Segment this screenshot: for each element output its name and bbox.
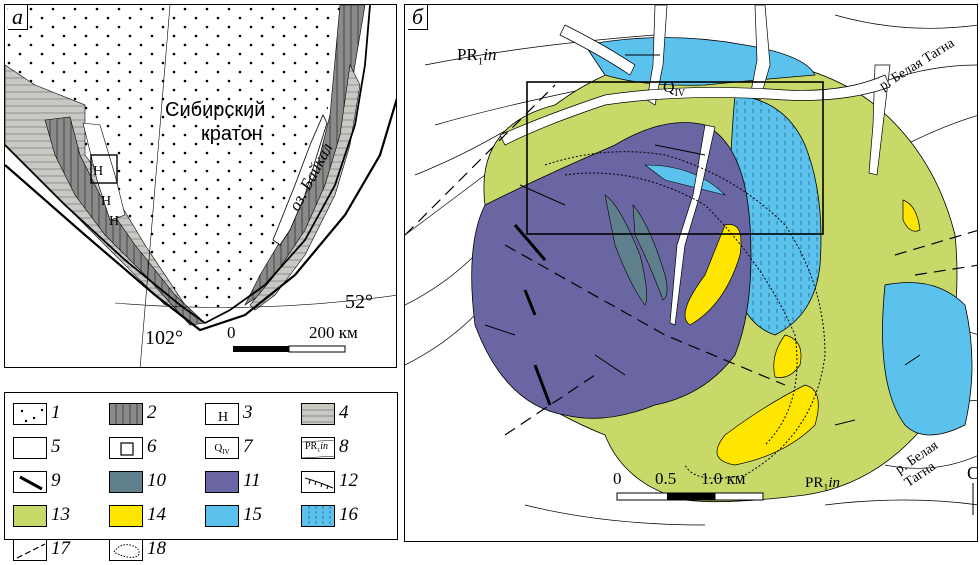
svg-text:H: H <box>101 194 111 209</box>
legend-number: 7 <box>243 436 253 457</box>
legend-number: 11 <box>243 470 261 491</box>
dashed-vertical-hatch-icon <box>301 505 335 527</box>
river-valleys <box>499 5 891 326</box>
quaternary-label-icon: QIV <box>205 437 239 459</box>
dashed-faults <box>405 84 977 436</box>
legend-q-sub: IV <box>222 448 230 457</box>
slate-fill-icon <box>109 471 143 493</box>
scale-end: 200 км <box>309 323 358 342</box>
unit-14-yellow-1 <box>684 224 742 326</box>
legend-number: 1 <box>51 402 61 423</box>
legend: 1 2 H 3 4 5 6 QIV 7 PR1in 8 9 10 11 12 13 14 15 16 17 18 <box>4 392 398 561</box>
legend-number: 16 <box>339 504 358 525</box>
scale-05: 0.5 <box>655 469 677 488</box>
pr-label-top: PR1in <box>457 45 497 68</box>
panel-a-map: H H H а Сибирский кратон оз. Байкал 52° … <box>4 4 397 368</box>
legend-number: 12 <box>339 470 358 491</box>
dykes <box>513 224 552 406</box>
pr-label-lines-icon: PR1in <box>301 437 335 459</box>
legend-pr-text: PR1in <box>305 441 329 454</box>
purple-fill-icon <box>205 471 239 493</box>
study-area-frame <box>90 154 118 184</box>
legend-number: 6 <box>147 436 157 457</box>
legend-number: 2 <box>147 402 157 423</box>
panel-b-map: б PR1in QIV р. Белая Тагна р. Белая Тагн… <box>404 4 978 542</box>
unit-14-yellow-2 <box>773 334 802 378</box>
panel-a-svg: H H H <box>5 5 396 367</box>
craton-label-1: Сибирский <box>165 99 266 121</box>
dotted-contour-icon <box>109 539 143 561</box>
legend-number: 17 <box>51 538 70 559</box>
legend-q-text: Q <box>214 442 223 454</box>
unit-15-blue-right <box>882 282 973 436</box>
yellow-fill-icon <box>109 505 143 527</box>
legend-number: 8 <box>339 436 349 457</box>
svg-text:H: H <box>218 410 228 425</box>
light-grey-horizontal-hatch-icon <box>301 403 335 425</box>
unit-14-yellow-3 <box>716 384 819 466</box>
tick-line-icon <box>301 471 335 493</box>
thick-line-icon <box>13 471 47 493</box>
legend-number: 9 <box>51 470 61 491</box>
legend-number: 4 <box>339 402 349 423</box>
legend-number: 14 <box>147 504 166 525</box>
parallel-line <box>114 294 396 308</box>
outer-boundary <box>5 97 396 332</box>
meridian-line <box>139 5 171 367</box>
pr-label-bottom: PR1in <box>805 475 841 494</box>
latitude-label: 52° <box>345 291 373 313</box>
longitude-label: 102° <box>145 327 183 349</box>
belt-east-light <box>249 64 361 311</box>
belt-west-white <box>82 122 126 221</box>
svg-text:H: H <box>93 164 103 179</box>
legend-number: 18 <box>147 538 166 559</box>
unit-10-slate-2 <box>632 204 668 301</box>
svg-text:H: H <box>109 214 119 229</box>
blank-white-icon <box>13 437 47 459</box>
scale-0: 0 <box>613 469 622 488</box>
grey-vertical-hatch-icon <box>109 403 143 425</box>
panel-b-label: б <box>408 5 429 30</box>
unit-15-blue-lens <box>644 164 726 196</box>
dotted-contours <box>544 151 826 479</box>
unit-11-purple <box>471 122 752 419</box>
blue-fill-icon <box>205 505 239 527</box>
unit-14-yellow-4 <box>902 199 921 232</box>
craton-label-2: кратон <box>201 123 263 145</box>
panel-b-svg <box>405 5 977 526</box>
tick-lines <box>484 54 921 426</box>
quaternary-label: QIV <box>663 79 686 100</box>
legend-number: 13 <box>51 504 70 525</box>
dash-line-icon <box>13 539 47 561</box>
scale-zero: 0 <box>227 323 236 342</box>
fault-symbol-icon: H <box>205 403 239 425</box>
north-letter: С <box>967 463 978 483</box>
lake-baikal <box>272 114 328 246</box>
inset-frame <box>526 81 824 235</box>
square-frame-icon <box>109 437 143 459</box>
dots-pattern-icon <box>13 403 47 425</box>
legend-number: 15 <box>243 504 262 525</box>
craton-area <box>5 5 345 323</box>
legend-number: 10 <box>147 470 166 491</box>
unit-10-slate-1 <box>604 194 647 306</box>
scale-10: 1.0 км <box>701 469 746 488</box>
legend-number: 5 <box>51 436 61 457</box>
legend-number: 3 <box>243 402 253 423</box>
strike-lines <box>405 14 977 526</box>
green-fill-icon <box>13 505 47 527</box>
craton-outline <box>5 5 371 325</box>
panel-a-label: а <box>8 5 28 30</box>
